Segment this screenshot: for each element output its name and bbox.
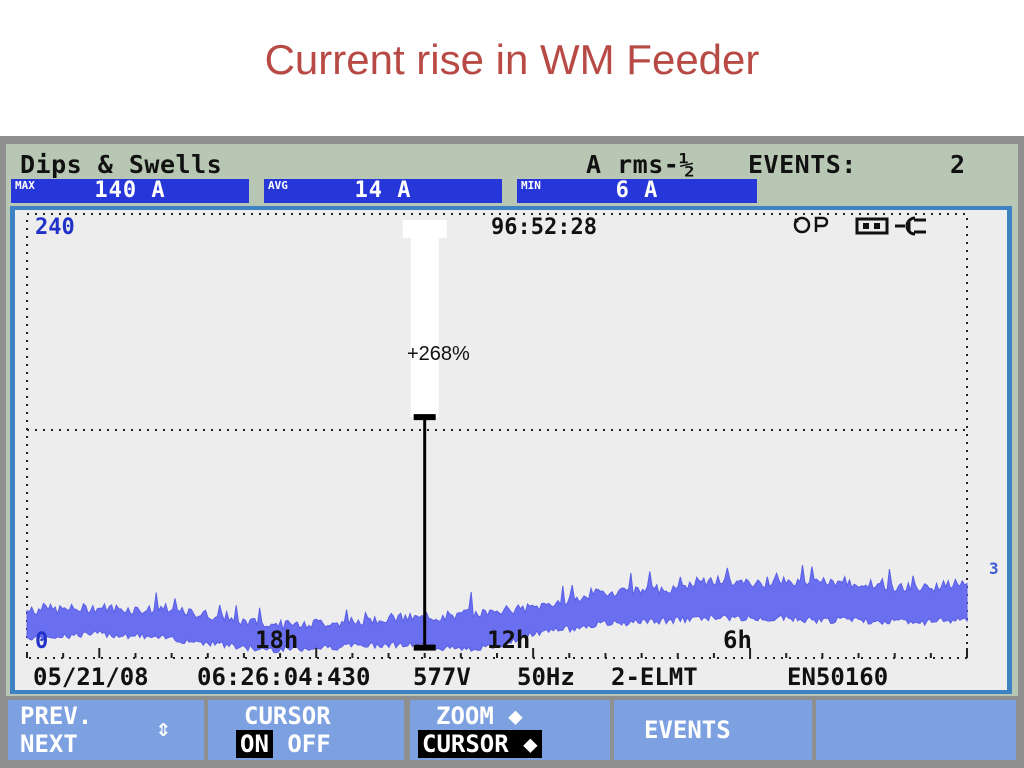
avg-value: 14 A bbox=[354, 178, 412, 203]
min-label: MIN bbox=[521, 179, 541, 192]
y-tick-label: 0 bbox=[35, 629, 48, 654]
zoom-label: ZOOM ◆ bbox=[436, 702, 523, 730]
series-band bbox=[26, 565, 968, 654]
y-tick-label: 240 bbox=[35, 215, 75, 240]
prev-label: PREV. bbox=[20, 702, 93, 730]
slide-title: Current rise in WM Feeder bbox=[264, 36, 760, 83]
unit-label: A rms-½ bbox=[586, 150, 695, 179]
battery-icon bbox=[855, 217, 889, 235]
x-ticks bbox=[26, 648, 968, 658]
avg-label: AVG bbox=[268, 179, 288, 192]
x-tick-label: 18h bbox=[255, 626, 298, 654]
footer-config: 2-ELMT bbox=[611, 663, 698, 690]
empty-softkey[interactable] bbox=[816, 700, 1016, 760]
footer-standard: EN50160 bbox=[787, 663, 888, 690]
footer-time: 06:26:04:430 bbox=[197, 663, 370, 690]
status-icons bbox=[793, 216, 926, 236]
footer-frequency: 50Hz bbox=[517, 663, 575, 690]
plot-frame: 240 0 96:52:28 +268% 3 18h 12h 6h bbox=[10, 206, 1012, 694]
trend-chart: 240 0 96:52:28 +268% 3 18h 12h 6h bbox=[26, 213, 999, 691]
analyzer-device: Dips & Swells A rms-½ EVENTS: 2 MAX 140 … bbox=[0, 136, 1024, 768]
events-softkey[interactable]: EVENTS bbox=[614, 700, 812, 760]
plug-icon bbox=[895, 216, 926, 236]
footer-row: 05/21/08 06:26:04:430 577V 50Hz 2-ELMT E… bbox=[33, 663, 888, 691]
right-marker: 3 bbox=[989, 559, 999, 578]
max-label: MAX bbox=[15, 179, 35, 192]
rotate-icon bbox=[793, 216, 811, 234]
min-value: 6 A bbox=[615, 178, 659, 203]
events-softkey-label: EVENTS bbox=[644, 716, 731, 744]
x-tick-label: 6h bbox=[723, 626, 752, 654]
cursor-off-option[interactable]: OFF bbox=[287, 730, 331, 758]
plot-grid bbox=[26, 213, 968, 659]
max-value: 140 A bbox=[94, 178, 166, 203]
zoom-softkey[interactable]: ZOOM ◆ CURSOR ◆ bbox=[410, 700, 610, 760]
events-label: EVENTS: bbox=[748, 150, 857, 179]
updown-icon: ⇕ bbox=[156, 714, 171, 742]
cursor-flag-head bbox=[402, 220, 447, 238]
event-cursor bbox=[402, 220, 447, 651]
events-count: 2 bbox=[950, 150, 966, 179]
plot-border bbox=[26, 213, 968, 659]
x-tick-label: 12h bbox=[487, 626, 530, 654]
prev-next-softkey[interactable]: PREV. NEXT ⇕ bbox=[8, 700, 204, 760]
footer-date: 05/21/08 bbox=[33, 663, 149, 690]
cursor-softkey[interactable]: CURSOR ON OFF bbox=[208, 700, 404, 760]
cursor-flag bbox=[410, 220, 439, 418]
event-annotation: +268% bbox=[407, 343, 470, 365]
next-label: NEXT bbox=[20, 730, 78, 758]
max-stat: MAX 140 A bbox=[11, 179, 249, 203]
record-icon bbox=[814, 216, 829, 232]
cursor-label: CURSOR bbox=[244, 702, 331, 730]
current-band bbox=[26, 565, 968, 654]
analyzer-screen: Dips & Swells A rms-½ EVENTS: 2 MAX 140 … bbox=[6, 144, 1018, 762]
cursor-on-option[interactable]: ON bbox=[236, 730, 273, 758]
plot-area: 240 0 96:52:28 +268% 3 18h 12h 6h bbox=[15, 210, 1007, 691]
cursor-time: 96:52:28 bbox=[491, 215, 597, 240]
softkey-bar: PREV. NEXT ⇕ CURSOR ON OFF ZOOM ◆ CURSOR… bbox=[6, 696, 1018, 762]
zoom-cursor-label: CURSOR ◆ bbox=[418, 730, 542, 758]
avg-stat: AVG 14 A bbox=[264, 179, 502, 203]
min-stat: MIN 6 A bbox=[517, 179, 757, 203]
mode-title: Dips & Swells bbox=[20, 150, 223, 179]
footer-voltage: 577V bbox=[413, 663, 471, 690]
